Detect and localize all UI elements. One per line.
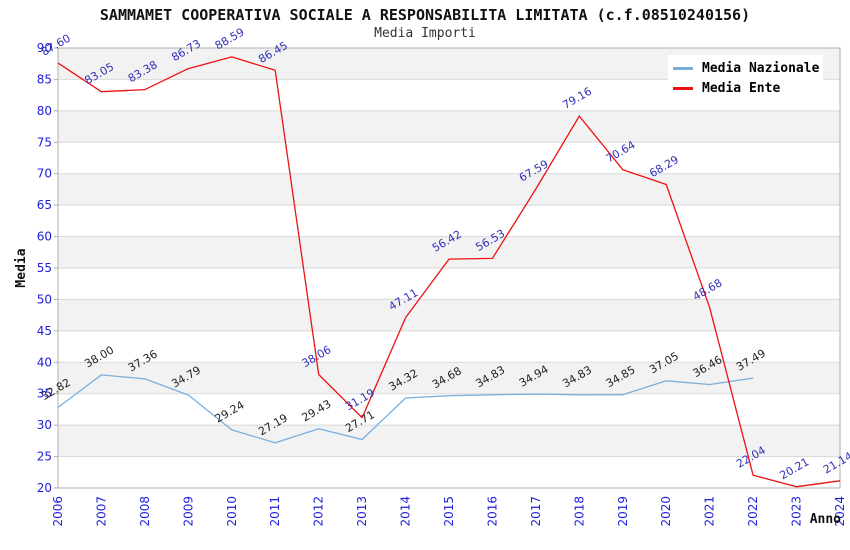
svg-text:85: 85 <box>37 72 52 86</box>
svg-text:2023: 2023 <box>790 496 804 527</box>
svg-text:2016: 2016 <box>485 496 499 527</box>
svg-text:2014: 2014 <box>399 496 413 527</box>
svg-text:2009: 2009 <box>181 496 195 527</box>
svg-text:35: 35 <box>37 387 52 401</box>
svg-text:2019: 2019 <box>616 496 630 527</box>
svg-text:32.82: 32.82 <box>39 376 73 403</box>
svg-text:45: 45 <box>37 324 52 338</box>
svg-text:29.43: 29.43 <box>300 397 334 424</box>
svg-text:79.16: 79.16 <box>560 85 594 112</box>
svg-text:2012: 2012 <box>312 496 326 527</box>
svg-text:2010: 2010 <box>225 496 239 527</box>
series-line-media-nazionale <box>57 374 754 444</box>
legend-item-media-ente: Media Ente <box>673 78 823 98</box>
plot-border <box>57 47 841 489</box>
svg-text:2022: 2022 <box>746 496 760 527</box>
x-tick-labels: 2006 2007 2008 2009 2010 2011 2012 2013 2014 2015… <box>51 496 847 527</box>
svg-text:75: 75 <box>37 135 52 149</box>
svg-text:2008: 2008 <box>138 496 152 527</box>
chart-title: SAMMAMET COOPERATIVA SOCIALE A RESPONSAB… <box>99 6 751 24</box>
chart-subtitle: Media Importi <box>374 26 476 41</box>
y-tick-marks <box>54 47 58 489</box>
svg-text:70: 70 <box>37 167 52 181</box>
svg-text:20: 20 <box>37 481 52 495</box>
svg-text:30: 30 <box>37 418 52 432</box>
svg-text:29.24: 29.24 <box>213 399 247 426</box>
legend-label-media-nazionale: Media Nazionale <box>702 60 820 76</box>
svg-text:80: 80 <box>37 104 52 118</box>
svg-text:50: 50 <box>37 292 52 306</box>
svg-text:2006: 2006 <box>51 496 65 527</box>
y-tick-labels: 20 25 30 35 40 45 50 55 60 65 70 75 80 85 90 <box>37 41 52 495</box>
svg-text:20.21: 20.21 <box>778 455 812 482</box>
svg-text:55: 55 <box>37 261 52 275</box>
x-axis-title: Anno <box>809 512 841 527</box>
series-line-media-ente <box>57 56 841 488</box>
media-nazionale-line-swatch-icon <box>673 66 693 70</box>
background-bands <box>58 48 840 457</box>
svg-text:2015: 2015 <box>442 496 456 527</box>
svg-text:2024: 2024 <box>833 496 847 527</box>
svg-text:2007: 2007 <box>94 496 108 527</box>
svg-text:40: 40 <box>37 355 52 369</box>
svg-text:2018: 2018 <box>572 496 586 527</box>
media-ente-line-swatch-icon <box>673 86 693 90</box>
svg-text:60: 60 <box>37 230 52 244</box>
legend-item-media-nazionale: Media Nazionale <box>673 58 823 78</box>
legend: Media Nazionale Media Ente <box>668 55 823 102</box>
svg-text:65: 65 <box>37 198 52 212</box>
y-axis-title: Media <box>14 248 30 288</box>
svg-text:2013: 2013 <box>355 496 369 527</box>
svg-text:2021: 2021 <box>703 496 717 527</box>
svg-text:2011: 2011 <box>268 496 282 527</box>
svg-text:2020: 2020 <box>659 496 673 527</box>
svg-text:90: 90 <box>37 41 52 55</box>
svg-text:2017: 2017 <box>529 496 543 527</box>
legend-label-media-ente: Media Ente <box>702 80 781 96</box>
svg-text:25: 25 <box>37 450 52 464</box>
